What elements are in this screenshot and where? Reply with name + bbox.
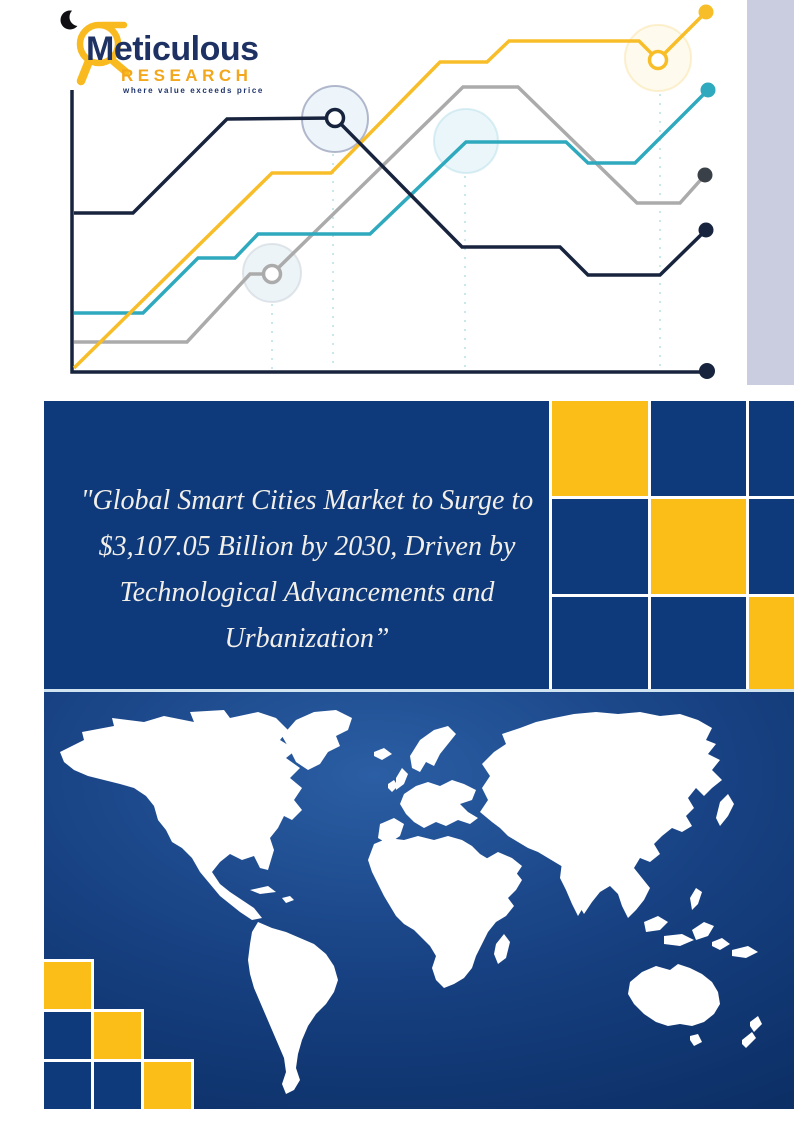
map-section <box>44 689 794 1109</box>
checker-cell-navy <box>651 401 746 496</box>
checker-grid-right <box>552 401 794 689</box>
magnifier-icon <box>76 21 130 86</box>
end-dot-yellow <box>698 4 714 20</box>
open-marker-yellow <box>647 49 669 71</box>
checker-cell-empty <box>144 962 191 1009</box>
checker-cell-yellow <box>749 597 794 689</box>
checker-cell-yellow <box>651 499 746 594</box>
checker-cell-yellow <box>144 1062 191 1109</box>
open-marker-gray <box>261 263 283 285</box>
headline-line: Technological Advancements and <box>119 577 495 608</box>
headline-line: $3,107.05 Billion by 2030, Driven by <box>98 531 516 562</box>
end-dot-cyan <box>700 82 716 98</box>
headline-line: Urbanization” <box>224 623 390 654</box>
headline-line: "Global Smart Cities Market to Surge to <box>80 485 534 516</box>
decorative-line-chart <box>60 4 716 379</box>
meticulous-logo: Meticulous RESEARCH where value exceeds … <box>58 8 288 100</box>
checker-cell-navy <box>749 401 794 496</box>
right-accent-bar <box>747 0 794 385</box>
world-map <box>44 692 794 1109</box>
headline-text: "Global Smart Cities Market to Surge to $… <box>44 401 552 689</box>
checker-cell-navy <box>44 1012 91 1059</box>
series-line-gray <box>74 85 707 344</box>
chart-axis <box>70 90 707 374</box>
checker-cell-yellow <box>94 1012 141 1059</box>
checker-cell-navy <box>44 1062 91 1109</box>
series-line-cyan <box>74 88 710 315</box>
open-marker-navy <box>324 107 346 129</box>
checker-cell-navy <box>552 499 648 594</box>
checker-cell-navy <box>749 499 794 594</box>
top-section: Meticulous RESEARCH where value exceeds … <box>0 0 794 401</box>
checker-grid-bottom-left <box>44 962 191 1109</box>
checker-cell-navy <box>651 597 746 689</box>
logo-subbrand-text: RESEARCH <box>121 66 253 85</box>
checker-cell-navy <box>94 1062 141 1109</box>
checker-cell-yellow <box>552 401 648 496</box>
logo-brand-text: Meticulous <box>86 30 259 68</box>
axis-end-dot <box>699 363 715 379</box>
headline-section: "Global Smart Cities Market to Surge to $… <box>44 401 794 689</box>
checker-cell-navy <box>552 597 648 689</box>
end-dot-navy <box>698 222 714 238</box>
checker-cell-empty <box>144 1012 191 1059</box>
checker-cell-yellow <box>44 962 91 1009</box>
checker-cell-empty <box>94 962 141 1009</box>
logo-tagline-text: where value exceeds price <box>123 86 264 95</box>
end-dot-gray <box>697 167 713 183</box>
series-line-navy <box>74 116 708 277</box>
